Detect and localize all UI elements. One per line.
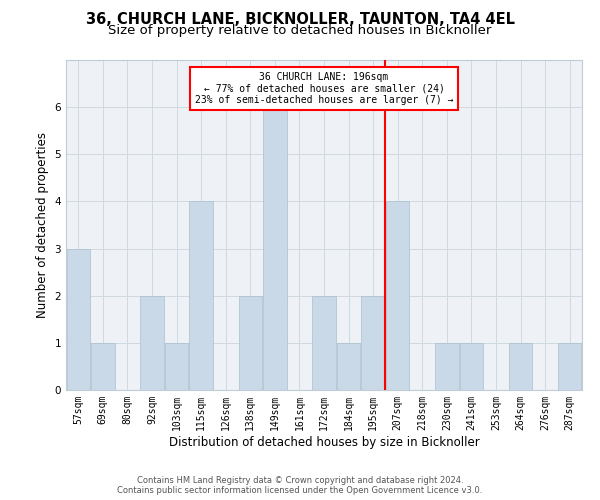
Bar	[190, 202, 213, 390]
X-axis label: Distribution of detached houses by size in Bicknoller: Distribution of detached houses by size …	[169, 436, 479, 448]
Bar	[509, 343, 532, 390]
Bar	[313, 296, 335, 390]
Bar	[140, 296, 164, 390]
Bar	[91, 343, 115, 390]
Text: 36 CHURCH LANE: 196sqm
← 77% of detached houses are smaller (24)
23% of semi-det: 36 CHURCH LANE: 196sqm ← 77% of detached…	[195, 72, 453, 105]
Bar	[435, 343, 458, 390]
Y-axis label: Number of detached properties: Number of detached properties	[36, 132, 49, 318]
Bar	[165, 343, 188, 390]
Bar	[460, 343, 483, 390]
Text: Contains HM Land Registry data © Crown copyright and database right 2024.
Contai: Contains HM Land Registry data © Crown c…	[118, 476, 482, 495]
Bar	[361, 296, 385, 390]
Bar	[67, 248, 90, 390]
Bar	[239, 296, 262, 390]
Bar	[337, 343, 360, 390]
Bar	[558, 343, 581, 390]
Text: Size of property relative to detached houses in Bicknoller: Size of property relative to detached ho…	[109, 24, 491, 37]
Bar	[386, 202, 409, 390]
Text: 36, CHURCH LANE, BICKNOLLER, TAUNTON, TA4 4EL: 36, CHURCH LANE, BICKNOLLER, TAUNTON, TA…	[86, 12, 515, 28]
Bar	[263, 107, 287, 390]
